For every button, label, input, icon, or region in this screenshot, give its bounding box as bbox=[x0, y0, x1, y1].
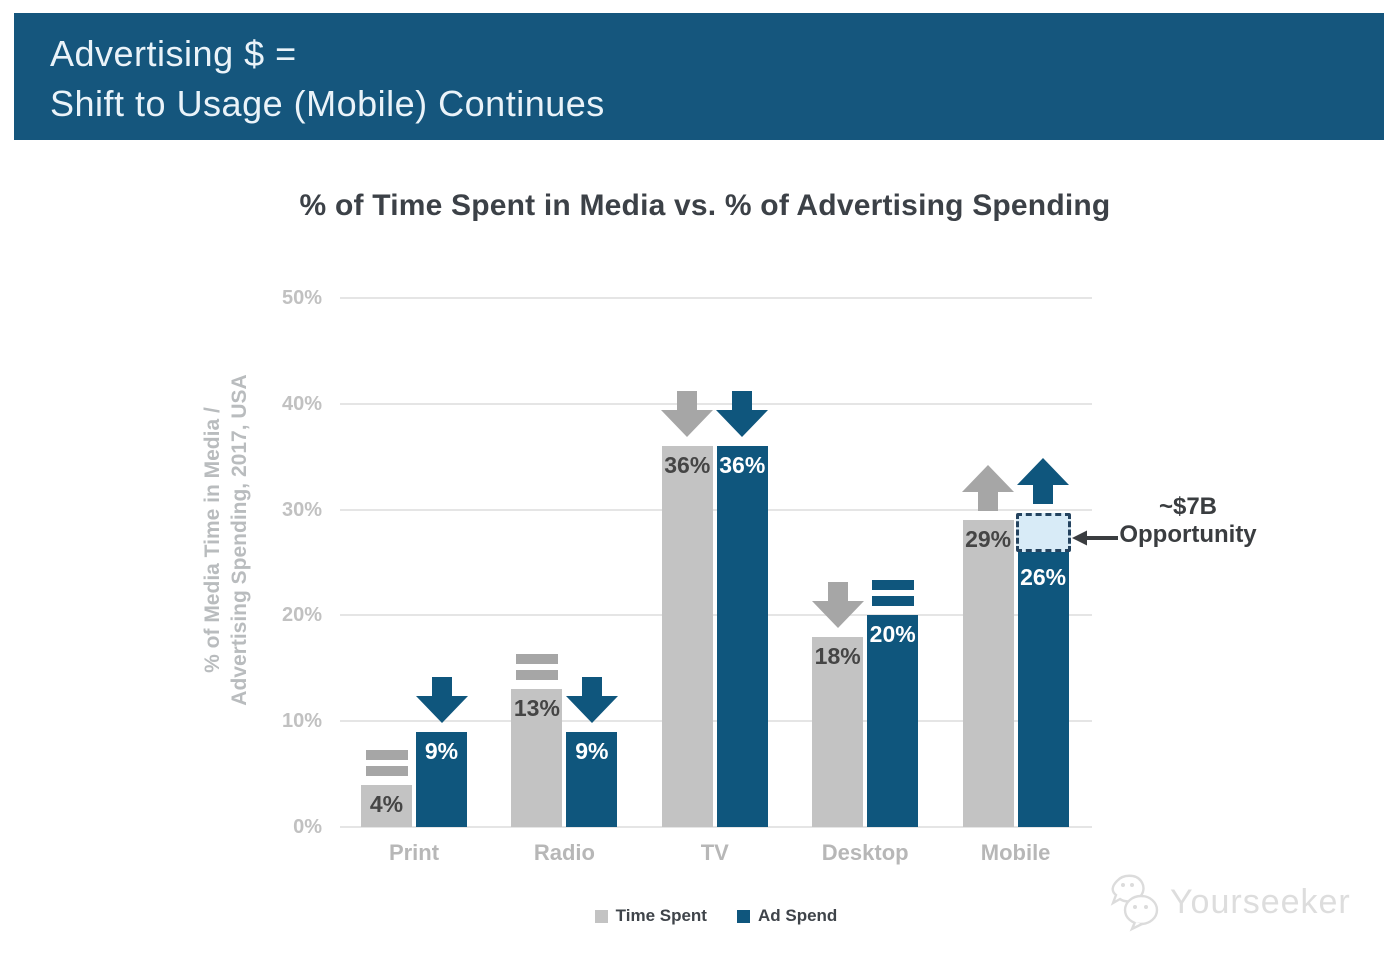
legend-label-time-spent: Time Spent bbox=[615, 906, 707, 925]
equals-icon-print-time-spent bbox=[365, 749, 408, 776]
up-arrow-icon-mobile-ad-spend bbox=[1017, 457, 1070, 504]
y-tick-10: 10% bbox=[281, 710, 322, 733]
banner-title-line2: Shift to Usage (Mobile) Continues bbox=[50, 83, 605, 124]
bar-desktop-ad-spend bbox=[867, 615, 919, 827]
down-arrow-icon-tv-time-spent bbox=[661, 391, 714, 438]
gridline-0 bbox=[340, 826, 1092, 828]
bar-mobile-time-spent bbox=[962, 520, 1014, 827]
gridline-30 bbox=[340, 508, 1092, 511]
y-tick-20: 20% bbox=[281, 604, 322, 627]
ad-spend-swatch-icon bbox=[736, 909, 750, 923]
chat-bubbles-logo-icon bbox=[1110, 874, 1159, 932]
x-label-mobile: Mobile bbox=[980, 840, 1051, 865]
gridline-20 bbox=[340, 614, 1092, 617]
equals-icon-desktop-ad-spend bbox=[871, 580, 914, 607]
legend-item-ad-spend: Ad Spend bbox=[736, 906, 838, 926]
bar-label-print-time-spent: 4% bbox=[369, 790, 404, 817]
bar-tv-ad-spend bbox=[716, 446, 768, 827]
down-arrow-icon-radio-ad-spend bbox=[565, 676, 618, 723]
y-axis-label-line1: % of Media Time in Media / bbox=[201, 407, 224, 673]
equals-icon-radio-time-spent bbox=[515, 654, 558, 681]
gridline-50 bbox=[340, 297, 1092, 299]
bar-desktop-time-spent bbox=[812, 636, 864, 827]
down-arrow-icon-print-ad-spend bbox=[415, 676, 468, 723]
opportunity-annotation-label: Opportunity bbox=[1119, 521, 1257, 548]
gridline-10 bbox=[340, 720, 1092, 723]
bar-print-time-spent bbox=[361, 784, 412, 827]
down-arrow-icon-tv-ad-spend bbox=[716, 391, 769, 438]
opportunity-annotation: ~$7B Opportunity bbox=[1108, 493, 1268, 549]
y-tick-30: 30% bbox=[281, 498, 322, 521]
legend-label-ad-spend: Ad Spend bbox=[757, 906, 838, 925]
bar-label-desktop-time-spent: 18% bbox=[814, 642, 861, 669]
x-label-tv: TV bbox=[700, 840, 729, 865]
legend: Time Spent Ad Spend bbox=[340, 906, 1092, 926]
watermark: Yourseeker bbox=[1108, 872, 1351, 932]
bar-label-print-ad-spend: 9% bbox=[424, 737, 459, 764]
opportunity-annotation-value: ~$7B bbox=[1158, 493, 1218, 520]
bar-radio-ad-spend bbox=[566, 731, 618, 827]
banner-title-line1: Advertising $ = bbox=[50, 33, 297, 74]
bar-tv-time-spent bbox=[661, 446, 713, 827]
chart-title: % of Time Spent in Media vs. % of Advert… bbox=[299, 189, 1111, 222]
bar-label-desktop-ad-spend: 20% bbox=[869, 621, 916, 648]
legend-item-time-spent: Time Spent bbox=[594, 906, 707, 926]
bar-label-radio-time-spent: 13% bbox=[513, 695, 560, 722]
x-label-print: Print bbox=[388, 840, 440, 865]
bar-label-radio-ad-spend: 9% bbox=[575, 737, 609, 764]
bar-label-tv-time-spent: 36% bbox=[664, 452, 711, 479]
bar-label-mobile-ad-spend: 26% bbox=[1020, 563, 1067, 590]
y-tick-0: 0% bbox=[293, 816, 322, 838]
bar-print-ad-spend bbox=[416, 731, 467, 827]
bar-label-tv-ad-spend: 36% bbox=[719, 452, 766, 479]
watermark-text: Yourseeker bbox=[1170, 882, 1351, 921]
x-label-radio: Radio bbox=[533, 840, 595, 865]
left-arrow-icon bbox=[1072, 530, 1118, 546]
bar-radio-time-spent bbox=[511, 689, 563, 827]
y-tick-40: 40% bbox=[281, 392, 322, 415]
x-label-desktop: Desktop bbox=[821, 840, 909, 865]
y-tick-50: 50% bbox=[281, 287, 322, 309]
opportunity-box bbox=[1015, 512, 1071, 552]
down-arrow-icon-desktop-time-spent bbox=[811, 581, 864, 628]
header-banner: Advertising $ = Shift to Usage (Mobile) … bbox=[14, 13, 1384, 140]
time-spent-swatch-icon bbox=[594, 909, 608, 923]
bar-label-mobile-time-spent: 29% bbox=[965, 526, 1012, 553]
bar-mobile-ad-spend bbox=[1017, 551, 1069, 827]
up-arrow-icon-mobile-time-spent bbox=[962, 465, 1015, 512]
gridline-40 bbox=[340, 402, 1092, 405]
